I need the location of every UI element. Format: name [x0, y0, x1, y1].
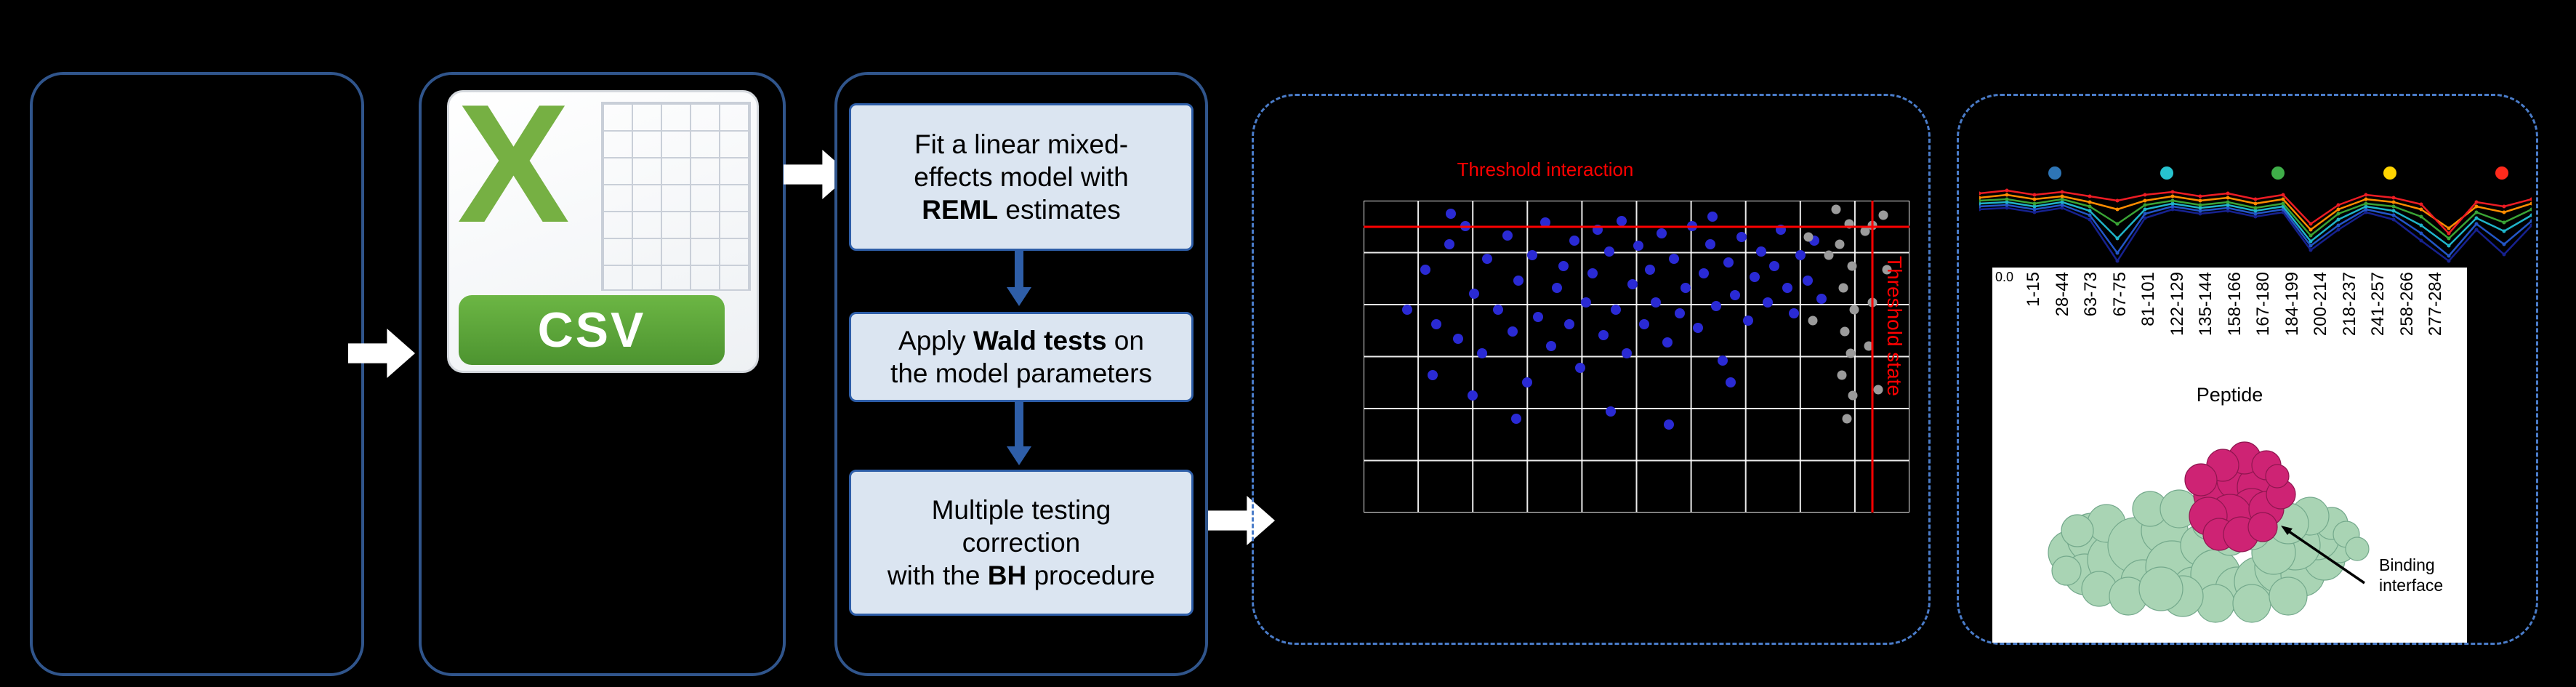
- step-text: correction: [962, 527, 1081, 558]
- results-uptake-panel: [1957, 94, 2538, 645]
- down-arrow-1: [1007, 249, 1031, 306]
- protein-structure: [2048, 441, 2370, 623]
- step-text: procedure: [1026, 561, 1156, 591]
- step-text: Fit a linear mixed-: [914, 129, 1129, 159]
- results-volcano-panel: [1252, 94, 1931, 645]
- uptake-ytick: 0.0: [1995, 270, 2014, 284]
- step-line: correction: [962, 526, 1080, 559]
- peptide-tick-label: 277-284: [2426, 272, 2445, 337]
- step-bh-correction: Multiple testing correction with the BH …: [849, 470, 1194, 616]
- down-arrow-2: [1007, 401, 1031, 465]
- volcano-scatter-plot: [1364, 201, 1909, 513]
- threshold-state-label: Threshold state: [1883, 256, 1906, 396]
- step-fit-model: Fit a linear mixed- effects model with R…: [849, 103, 1194, 251]
- threshold-interaction-label: Threshold interaction: [1457, 158, 1634, 180]
- step-text: with the: [887, 561, 988, 591]
- step-text-bold: BH: [987, 561, 1027, 591]
- binding-interface-label: Binding interface: [2379, 555, 2444, 595]
- step-text: effects model with: [914, 161, 1129, 192]
- csv-file-icon: X CSV: [447, 80, 759, 373]
- input-data-box: [30, 72, 364, 676]
- step-text-bold: REML: [922, 195, 999, 225]
- step-text-bold: Wald tests: [973, 325, 1107, 355]
- peptide-axis-label: Peptide: [2196, 384, 2263, 406]
- down-arrow-shaft: [1015, 249, 1023, 287]
- step-line: with the BH procedure: [887, 559, 1155, 592]
- step-text: on: [1106, 325, 1144, 355]
- peptide-tick-labels: 1-15 28-44 63-73 67-75 81-101 122-129 135-144 1…: [2021, 272, 2486, 366]
- step-line: REML estimates: [922, 193, 1120, 226]
- down-arrow-head: [1007, 446, 1031, 465]
- uptake-line-chart: [1979, 166, 2532, 263]
- step-line: Fit a linear mixed-: [914, 128, 1128, 161]
- step-text: Multiple testing: [931, 494, 1111, 525]
- step-text: estimates: [998, 195, 1121, 225]
- step-text: the model parameters: [890, 358, 1152, 388]
- down-arrow-head: [1007, 287, 1031, 306]
- step-line: effects model with: [914, 161, 1128, 193]
- step-line: the model parameters: [890, 357, 1152, 390]
- step-line: Multiple testing: [932, 494, 1111, 526]
- step-text: Apply: [898, 325, 973, 355]
- step-wald-tests: Apply Wald tests on the model parameters: [849, 312, 1194, 402]
- csv-banner: CSV: [459, 295, 725, 365]
- down-arrow-shaft: [1015, 401, 1023, 446]
- excel-x-logo: X: [457, 70, 570, 258]
- csv-spreadsheet-grid: [601, 102, 751, 291]
- step-line: Apply Wald tests on: [898, 324, 1144, 357]
